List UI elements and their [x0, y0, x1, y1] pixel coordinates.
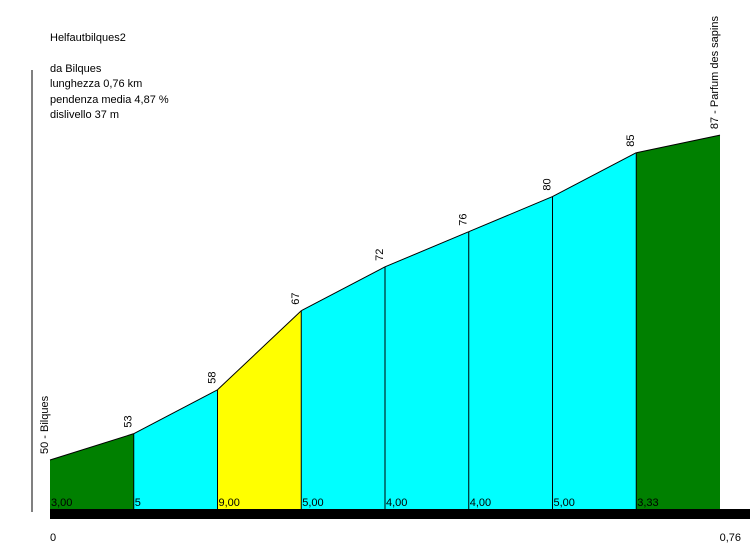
climb-elevation-gain: dislivello 37 m [50, 109, 120, 121]
profile-line [552, 152, 637, 198]
segment-grade-label: 5 [135, 497, 141, 509]
profile-line [636, 134, 721, 154]
elevation-label: 76 [458, 213, 470, 225]
elevation-label: 67 [290, 292, 302, 304]
climb-info: Helfautbilques2 da Bilques lunghezza 0,7… [50, 31, 169, 124]
elevation-label: 80 [542, 178, 554, 190]
segment-dividers [49, 134, 721, 509]
segment-grade-label: 3,00 [51, 497, 72, 509]
elevation-labels: 50 - Bilques 53 58 67 72 76 80 85 87 - Parfum de… [39, 16, 721, 454]
profile-segments [50, 135, 720, 509]
segment-grade-label: 5,00 [554, 497, 575, 509]
segment-grade-label: 9,00 [219, 497, 240, 509]
profile-segment [468, 196, 553, 509]
profile-segment [552, 152, 637, 509]
climb-title: Helfautbilques2 [50, 32, 126, 44]
segment-grade-label: 4,00 [386, 497, 407, 509]
elevation-label: 58 [207, 372, 219, 384]
profile-segment [50, 433, 134, 509]
profile-segment [636, 135, 720, 509]
x-axis-bar [50, 509, 750, 519]
profile-segment [133, 389, 218, 509]
elevation-label: 85 [625, 134, 637, 146]
segment-grade-label: 4,00 [470, 497, 491, 509]
profile-line [133, 389, 218, 435]
elevation-label: 72 [374, 249, 386, 261]
profile-segment [217, 310, 302, 509]
climb-average-grade: pendenza media 4,87 % [50, 93, 169, 106]
elevation-label: 87 - Parfum des sapins [709, 16, 721, 130]
profile-line [217, 310, 302, 391]
elevation-label: 53 [123, 415, 135, 427]
profile-segment [301, 266, 385, 509]
x-tick-label-end: 0,76 [720, 532, 741, 544]
climb-start: da Bilques [50, 62, 102, 75]
segment-grade-label: 3,33 [637, 497, 658, 509]
elevation-label: 50 - Bilques [39, 395, 51, 454]
profile-segment [385, 231, 469, 509]
x-tick-label-start: 0 [50, 532, 56, 544]
profile-line [384, 231, 469, 268]
profile-line [468, 196, 553, 233]
grade-labels: 3,00 5 9,00 5,00 4,00 4,00 5,00 3,33 [51, 497, 659, 509]
climb-length: lunghezza 0,76 km [50, 78, 143, 90]
segment-grade-label: 5,00 [302, 497, 323, 509]
profile-line [301, 266, 386, 312]
profile-line [49, 433, 134, 461]
